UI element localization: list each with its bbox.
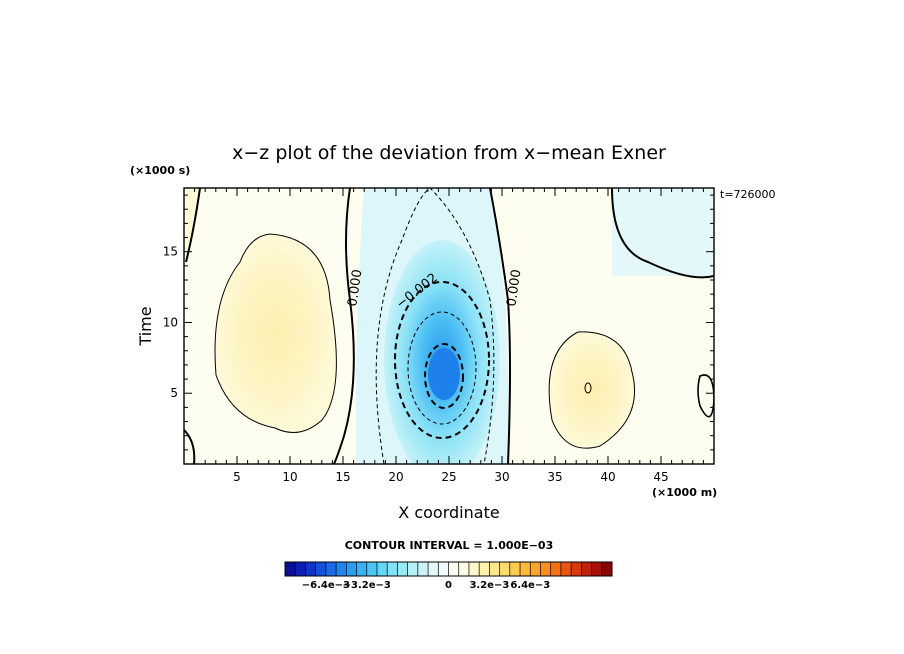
field-blue-center xyxy=(428,348,460,400)
field-yellow-left xyxy=(215,234,337,433)
colorbar-tick-label: 3.2e−3 xyxy=(469,580,509,591)
colorbar-frame xyxy=(284,561,613,577)
colorbar-swatch xyxy=(530,562,541,576)
x-tick-label: 10 xyxy=(282,470,297,484)
zero-contour-right xyxy=(489,188,511,464)
y-unit-label: (×1000 s) xyxy=(130,164,190,177)
x-axis: 5 10 15 20 25 30 35 40 45 xyxy=(194,188,704,484)
colorbar-swatch xyxy=(520,562,531,576)
positive-contour-left xyxy=(214,233,337,433)
x-tick-label: 15 xyxy=(335,470,350,484)
y-axis: 5 10 15 xyxy=(163,194,714,451)
colorbar-swatch xyxy=(560,562,572,576)
colorbar-swatch xyxy=(540,562,551,576)
contour-label: 0.000 xyxy=(345,269,365,308)
y-tick-label: 10 xyxy=(163,315,178,329)
x-tick-label: 20 xyxy=(388,470,403,484)
colorbar-tick-label: 6.4e−3 xyxy=(510,580,550,591)
colorbar-swatch xyxy=(366,562,378,576)
field-yellow-right xyxy=(549,331,635,449)
colorbar-swatch xyxy=(417,562,429,576)
positive-contour-right xyxy=(548,331,636,449)
colorbar-swatch xyxy=(407,562,419,576)
x-tick-label: 40 xyxy=(600,470,615,484)
colorbar-tick-label: −6.4e−3 xyxy=(302,580,350,591)
colorbar-swatch xyxy=(325,562,337,576)
colorbar-swatch xyxy=(468,562,480,576)
y-axis-label: Time xyxy=(136,306,155,346)
colorbar-swatch xyxy=(428,562,439,576)
negative-contour-004 xyxy=(424,343,464,409)
contour-lines xyxy=(184,188,714,464)
field-yellow-edge xyxy=(184,188,200,262)
x-unit-label: (×1000 m) xyxy=(652,486,717,499)
positive-contour-small xyxy=(584,382,592,394)
colorbar-swatch xyxy=(356,562,368,576)
negative-contour-002 xyxy=(394,281,490,439)
x-tick-label: 30 xyxy=(494,470,509,484)
contour-field xyxy=(184,188,714,464)
x-axis-label: X coordinate xyxy=(398,503,499,522)
time-annotation: t=726000 xyxy=(720,188,776,201)
contour-label: 0.000 xyxy=(504,269,524,308)
colorbar-swatch xyxy=(387,562,398,576)
colorbar-swatch xyxy=(315,562,327,576)
colorbar-swatch xyxy=(458,562,470,576)
colorbar-swatch xyxy=(285,562,296,576)
colorbar-swatch xyxy=(571,562,582,576)
negative-contour-003 xyxy=(407,311,477,425)
colorbar-swatch xyxy=(397,562,408,576)
colorbar-tick-label: 0 xyxy=(445,580,452,591)
zero-contour-left-edge xyxy=(185,188,201,263)
colorbar-swatch xyxy=(601,562,613,576)
colorbar-tick-label: −3.2e−3 xyxy=(343,580,391,591)
x-tick-label: 45 xyxy=(653,470,668,484)
contour-interval-text: CONTOUR INTERVAL = 1.000E−03 xyxy=(345,539,554,552)
colorbar-swatch xyxy=(438,562,449,576)
colorbar-swatch xyxy=(581,562,592,576)
colorbar-swatch xyxy=(346,562,357,576)
colorbar-swatch xyxy=(479,562,490,576)
colorbar-swatch xyxy=(295,562,306,576)
zero-contour-top-right xyxy=(611,188,714,279)
colorbar-swatch xyxy=(336,562,347,576)
colorbar-swatch xyxy=(489,562,500,576)
colorbar-swatch xyxy=(376,562,388,576)
colorbar-swatch xyxy=(591,562,603,576)
x-tick-label: 5 xyxy=(233,470,241,484)
zero-contour-left xyxy=(333,188,355,464)
field-top-right-region xyxy=(612,188,714,276)
colorbar-swatch xyxy=(448,562,460,576)
colorbar-swatch xyxy=(499,562,511,576)
chart-title: x−z plot of the deviation from x−mean Ex… xyxy=(232,142,666,164)
x-tick-label: 25 xyxy=(441,470,456,484)
colorbar-swatch xyxy=(509,562,521,576)
colorbar: −6.4e−3−3.2e−3 0 3.2e−3 6.4e−3 xyxy=(284,561,613,591)
y-tick-label: 15 xyxy=(163,245,178,259)
x-tick-label: 35 xyxy=(547,470,562,484)
colorbar-swatch xyxy=(550,562,562,576)
colorbar-swatch xyxy=(305,562,316,576)
y-tick-label: 5 xyxy=(170,386,178,400)
